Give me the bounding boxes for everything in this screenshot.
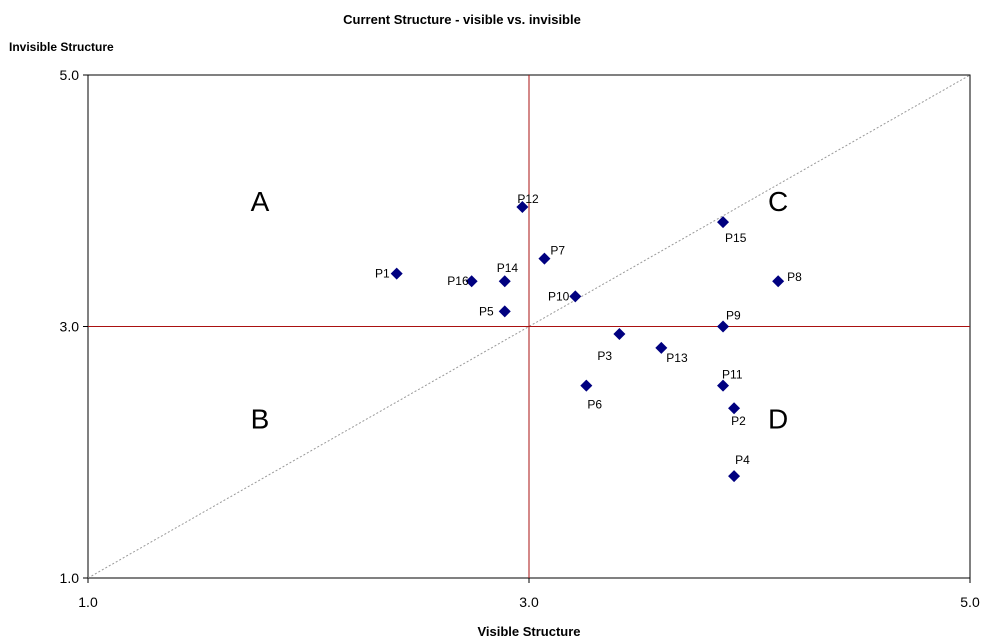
point-p6 <box>580 379 593 392</box>
point-label-p4: P4 <box>735 453 750 467</box>
point-label-p11: P11 <box>722 368 743 382</box>
point-label-p13: P13 <box>666 351 688 365</box>
quadrant-label-c: C <box>768 186 788 217</box>
point-p4 <box>728 470 741 483</box>
point-label-p1: P1 <box>375 267 390 281</box>
point-p16 <box>465 275 478 288</box>
quadrant-labels: A B C D <box>251 186 789 435</box>
point-label-p10: P10 <box>548 289 570 303</box>
quadrant-label-b: B <box>251 403 270 434</box>
axis-ticks: 1.0 3.0 5.0 1.0 3.0 5.0 <box>60 67 980 610</box>
chart-title: Current Structure - visible vs. invisibl… <box>343 12 581 27</box>
diagonal-line <box>87 74 971 579</box>
point-label-p6: P6 <box>587 398 602 412</box>
point-label-p16: P16 <box>447 274 469 288</box>
x-tick-label: 3.0 <box>519 594 539 610</box>
point-p14 <box>498 275 511 288</box>
point-p10 <box>569 290 582 303</box>
y-tick-label: 5.0 <box>60 67 80 83</box>
point-label-p3: P3 <box>597 349 612 363</box>
y-axis-title: Invisible Structure <box>9 40 114 54</box>
point-p15 <box>717 216 730 229</box>
point-label-p5: P5 <box>479 304 494 318</box>
reference-lines <box>87 74 971 579</box>
x-tick-label: 1.0 <box>78 594 98 610</box>
point-p13 <box>655 341 668 354</box>
y-tick-label: 3.0 <box>60 319 80 335</box>
point-p12 <box>516 201 529 214</box>
point-label-p14: P14 <box>497 261 519 275</box>
point-p8 <box>772 275 785 288</box>
point-label-p7: P7 <box>550 244 565 258</box>
y-tick-label: 1.0 <box>60 570 80 586</box>
point-label-p8: P8 <box>787 270 802 284</box>
data-points: P1 P2 P3 P4 P5 P6 P7 P8 P9 P10 P11 P12 P13 P14 P15 P16 <box>375 192 802 483</box>
quadrant-label-a: A <box>251 186 270 217</box>
point-p7 <box>538 252 551 265</box>
point-label-p15: P15 <box>725 231 747 245</box>
point-p5 <box>498 305 511 318</box>
x-tick-label: 5.0 <box>960 594 980 610</box>
point-p11 <box>717 379 730 392</box>
point-label-p12: P12 <box>517 192 539 206</box>
x-axis-title: Visible Structure <box>477 624 580 639</box>
point-p2 <box>728 402 741 415</box>
quadrant-label-d: D <box>768 403 788 434</box>
point-p1 <box>390 267 403 280</box>
point-p3 <box>613 328 626 341</box>
point-label-p2: P2 <box>731 414 746 428</box>
point-label-p9: P9 <box>726 309 741 323</box>
point-p9 <box>717 320 730 333</box>
